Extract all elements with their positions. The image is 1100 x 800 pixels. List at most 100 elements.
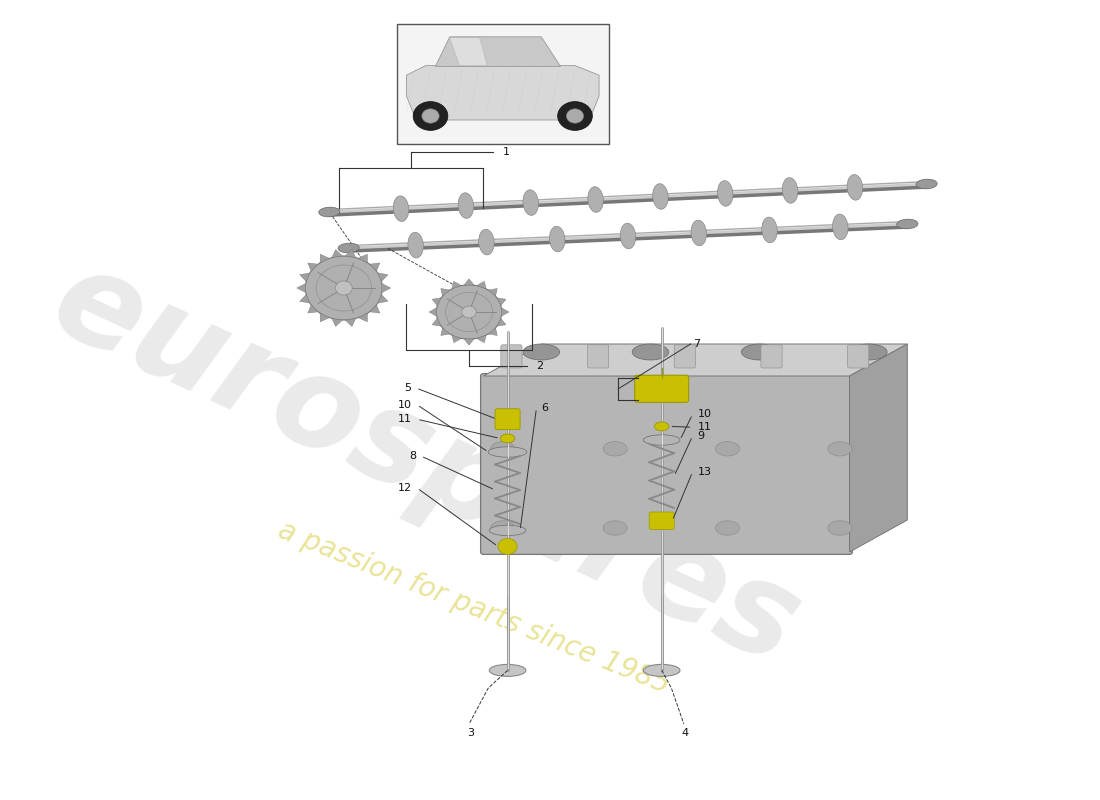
Polygon shape	[452, 282, 461, 289]
Text: 10: 10	[398, 400, 412, 410]
Text: 11: 11	[697, 422, 712, 432]
Ellipse shape	[828, 521, 851, 535]
Text: 4: 4	[682, 728, 689, 738]
FancyBboxPatch shape	[761, 345, 782, 368]
Ellipse shape	[458, 193, 474, 218]
Ellipse shape	[644, 435, 680, 445]
Polygon shape	[377, 273, 388, 282]
Ellipse shape	[408, 232, 424, 258]
Ellipse shape	[490, 664, 526, 677]
Polygon shape	[464, 279, 474, 285]
Text: 10: 10	[697, 410, 712, 419]
Ellipse shape	[833, 214, 848, 240]
Text: 12: 12	[398, 483, 412, 493]
Polygon shape	[370, 305, 379, 313]
Ellipse shape	[522, 190, 539, 215]
Ellipse shape	[850, 344, 887, 360]
FancyBboxPatch shape	[481, 374, 852, 554]
Text: a passion for parts since 1985: a passion for parts since 1985	[274, 517, 673, 699]
Polygon shape	[452, 335, 461, 342]
Polygon shape	[441, 289, 450, 296]
Text: 8: 8	[409, 451, 416, 461]
Polygon shape	[359, 314, 367, 322]
FancyBboxPatch shape	[635, 375, 689, 402]
Polygon shape	[332, 250, 342, 258]
FancyBboxPatch shape	[649, 512, 674, 530]
Polygon shape	[450, 38, 487, 66]
Ellipse shape	[319, 207, 340, 217]
Circle shape	[558, 102, 592, 130]
Polygon shape	[299, 273, 310, 282]
Polygon shape	[359, 254, 367, 262]
Circle shape	[566, 109, 584, 123]
Ellipse shape	[488, 446, 527, 457]
FancyBboxPatch shape	[848, 345, 869, 368]
Polygon shape	[432, 318, 441, 326]
Ellipse shape	[741, 344, 778, 360]
Circle shape	[462, 306, 476, 318]
Ellipse shape	[491, 521, 515, 535]
Ellipse shape	[644, 664, 680, 677]
Polygon shape	[377, 294, 388, 303]
Ellipse shape	[782, 178, 797, 203]
Ellipse shape	[394, 196, 409, 222]
Ellipse shape	[916, 179, 937, 189]
Bar	[397, 24, 608, 144]
Text: 9: 9	[697, 431, 704, 441]
Circle shape	[336, 281, 352, 295]
Ellipse shape	[847, 174, 862, 200]
Polygon shape	[297, 283, 306, 293]
Polygon shape	[497, 298, 506, 306]
Polygon shape	[345, 250, 355, 258]
Polygon shape	[464, 339, 474, 345]
Ellipse shape	[478, 230, 494, 255]
Polygon shape	[502, 308, 509, 316]
Polygon shape	[432, 298, 441, 306]
Polygon shape	[441, 328, 450, 335]
Ellipse shape	[550, 226, 565, 252]
Ellipse shape	[603, 521, 627, 535]
Text: 2: 2	[537, 361, 543, 370]
Text: 5: 5	[404, 383, 411, 393]
Ellipse shape	[828, 442, 851, 456]
Ellipse shape	[652, 184, 668, 210]
Text: eurospares: eurospares	[33, 237, 818, 691]
Polygon shape	[308, 263, 318, 271]
Text: 1: 1	[503, 147, 509, 157]
Polygon shape	[497, 318, 506, 326]
Ellipse shape	[587, 186, 603, 212]
Polygon shape	[488, 328, 497, 335]
Polygon shape	[299, 294, 310, 303]
FancyBboxPatch shape	[500, 345, 522, 368]
Polygon shape	[429, 308, 437, 316]
Ellipse shape	[715, 521, 739, 535]
Polygon shape	[849, 344, 908, 552]
Polygon shape	[488, 289, 497, 296]
Circle shape	[437, 285, 502, 339]
Ellipse shape	[691, 220, 706, 246]
FancyBboxPatch shape	[495, 409, 520, 430]
Polygon shape	[332, 318, 342, 326]
Text: 11: 11	[398, 414, 412, 424]
Text: 13: 13	[697, 467, 712, 477]
Polygon shape	[345, 318, 355, 326]
Polygon shape	[436, 37, 561, 66]
Text: 6: 6	[541, 403, 548, 413]
FancyBboxPatch shape	[587, 345, 608, 368]
Ellipse shape	[490, 526, 526, 536]
Ellipse shape	[896, 219, 917, 229]
Ellipse shape	[491, 442, 515, 456]
Polygon shape	[370, 263, 379, 271]
Ellipse shape	[522, 344, 560, 360]
Polygon shape	[476, 335, 486, 342]
Circle shape	[306, 256, 383, 320]
Ellipse shape	[500, 434, 515, 442]
Polygon shape	[308, 305, 318, 313]
Ellipse shape	[632, 344, 669, 360]
Text: 7: 7	[693, 339, 701, 349]
Text: 3: 3	[468, 728, 474, 738]
Polygon shape	[406, 66, 600, 120]
Ellipse shape	[654, 422, 669, 430]
Ellipse shape	[762, 217, 778, 242]
FancyBboxPatch shape	[674, 345, 695, 368]
